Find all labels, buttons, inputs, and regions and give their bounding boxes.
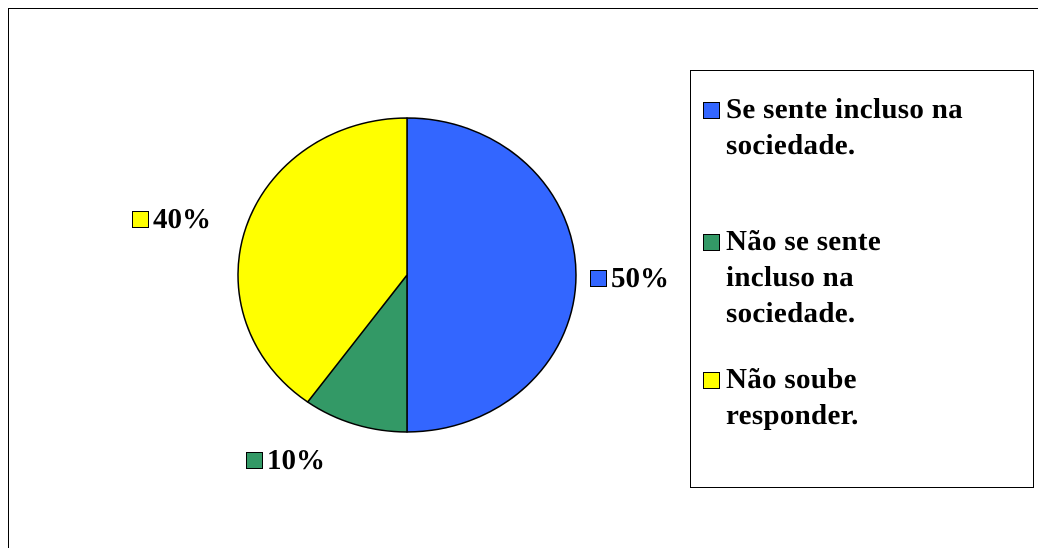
data-label-nao-incluso: 10%	[246, 444, 325, 477]
data-label-text: 50%	[611, 262, 669, 294]
data-label-text: 40%	[153, 203, 211, 235]
data-label-swatch	[590, 270, 607, 287]
legend-line: sociedade.	[726, 297, 856, 329]
pie-slice-0	[406, 117, 577, 433]
legend-swatch	[703, 234, 720, 251]
legend-item-incluso: Se sente incluso na sociedade.	[703, 91, 963, 163]
legend-line: incluso na	[726, 261, 854, 293]
data-label-swatch	[132, 211, 149, 228]
chart-frame	[8, 8, 1038, 548]
data-label-swatch	[246, 452, 263, 469]
legend: Se sente incluso na sociedade. Não se se…	[690, 70, 1034, 488]
legend-line: Não soube	[726, 363, 857, 395]
legend-swatch	[703, 102, 720, 119]
pie-slice-2	[237, 117, 408, 404]
legend-line: sociedade.	[726, 129, 856, 161]
legend-line: Se sente incluso na	[726, 93, 963, 125]
pie-slice-1	[306, 272, 408, 433]
legend-line: responder.	[726, 399, 859, 431]
legend-line: Não se sente	[726, 225, 882, 257]
data-label-text: 10%	[267, 444, 325, 476]
pie-chart	[237, 117, 577, 433]
data-label-nao-soube: 40%	[132, 203, 211, 236]
data-label-incluso: 50%	[590, 262, 669, 295]
legend-swatch	[703, 372, 720, 389]
legend-item-nao-incluso: Não se sente incluso na sociedade.	[703, 223, 881, 331]
legend-item-nao-soube: Não soube responder.	[703, 361, 859, 433]
